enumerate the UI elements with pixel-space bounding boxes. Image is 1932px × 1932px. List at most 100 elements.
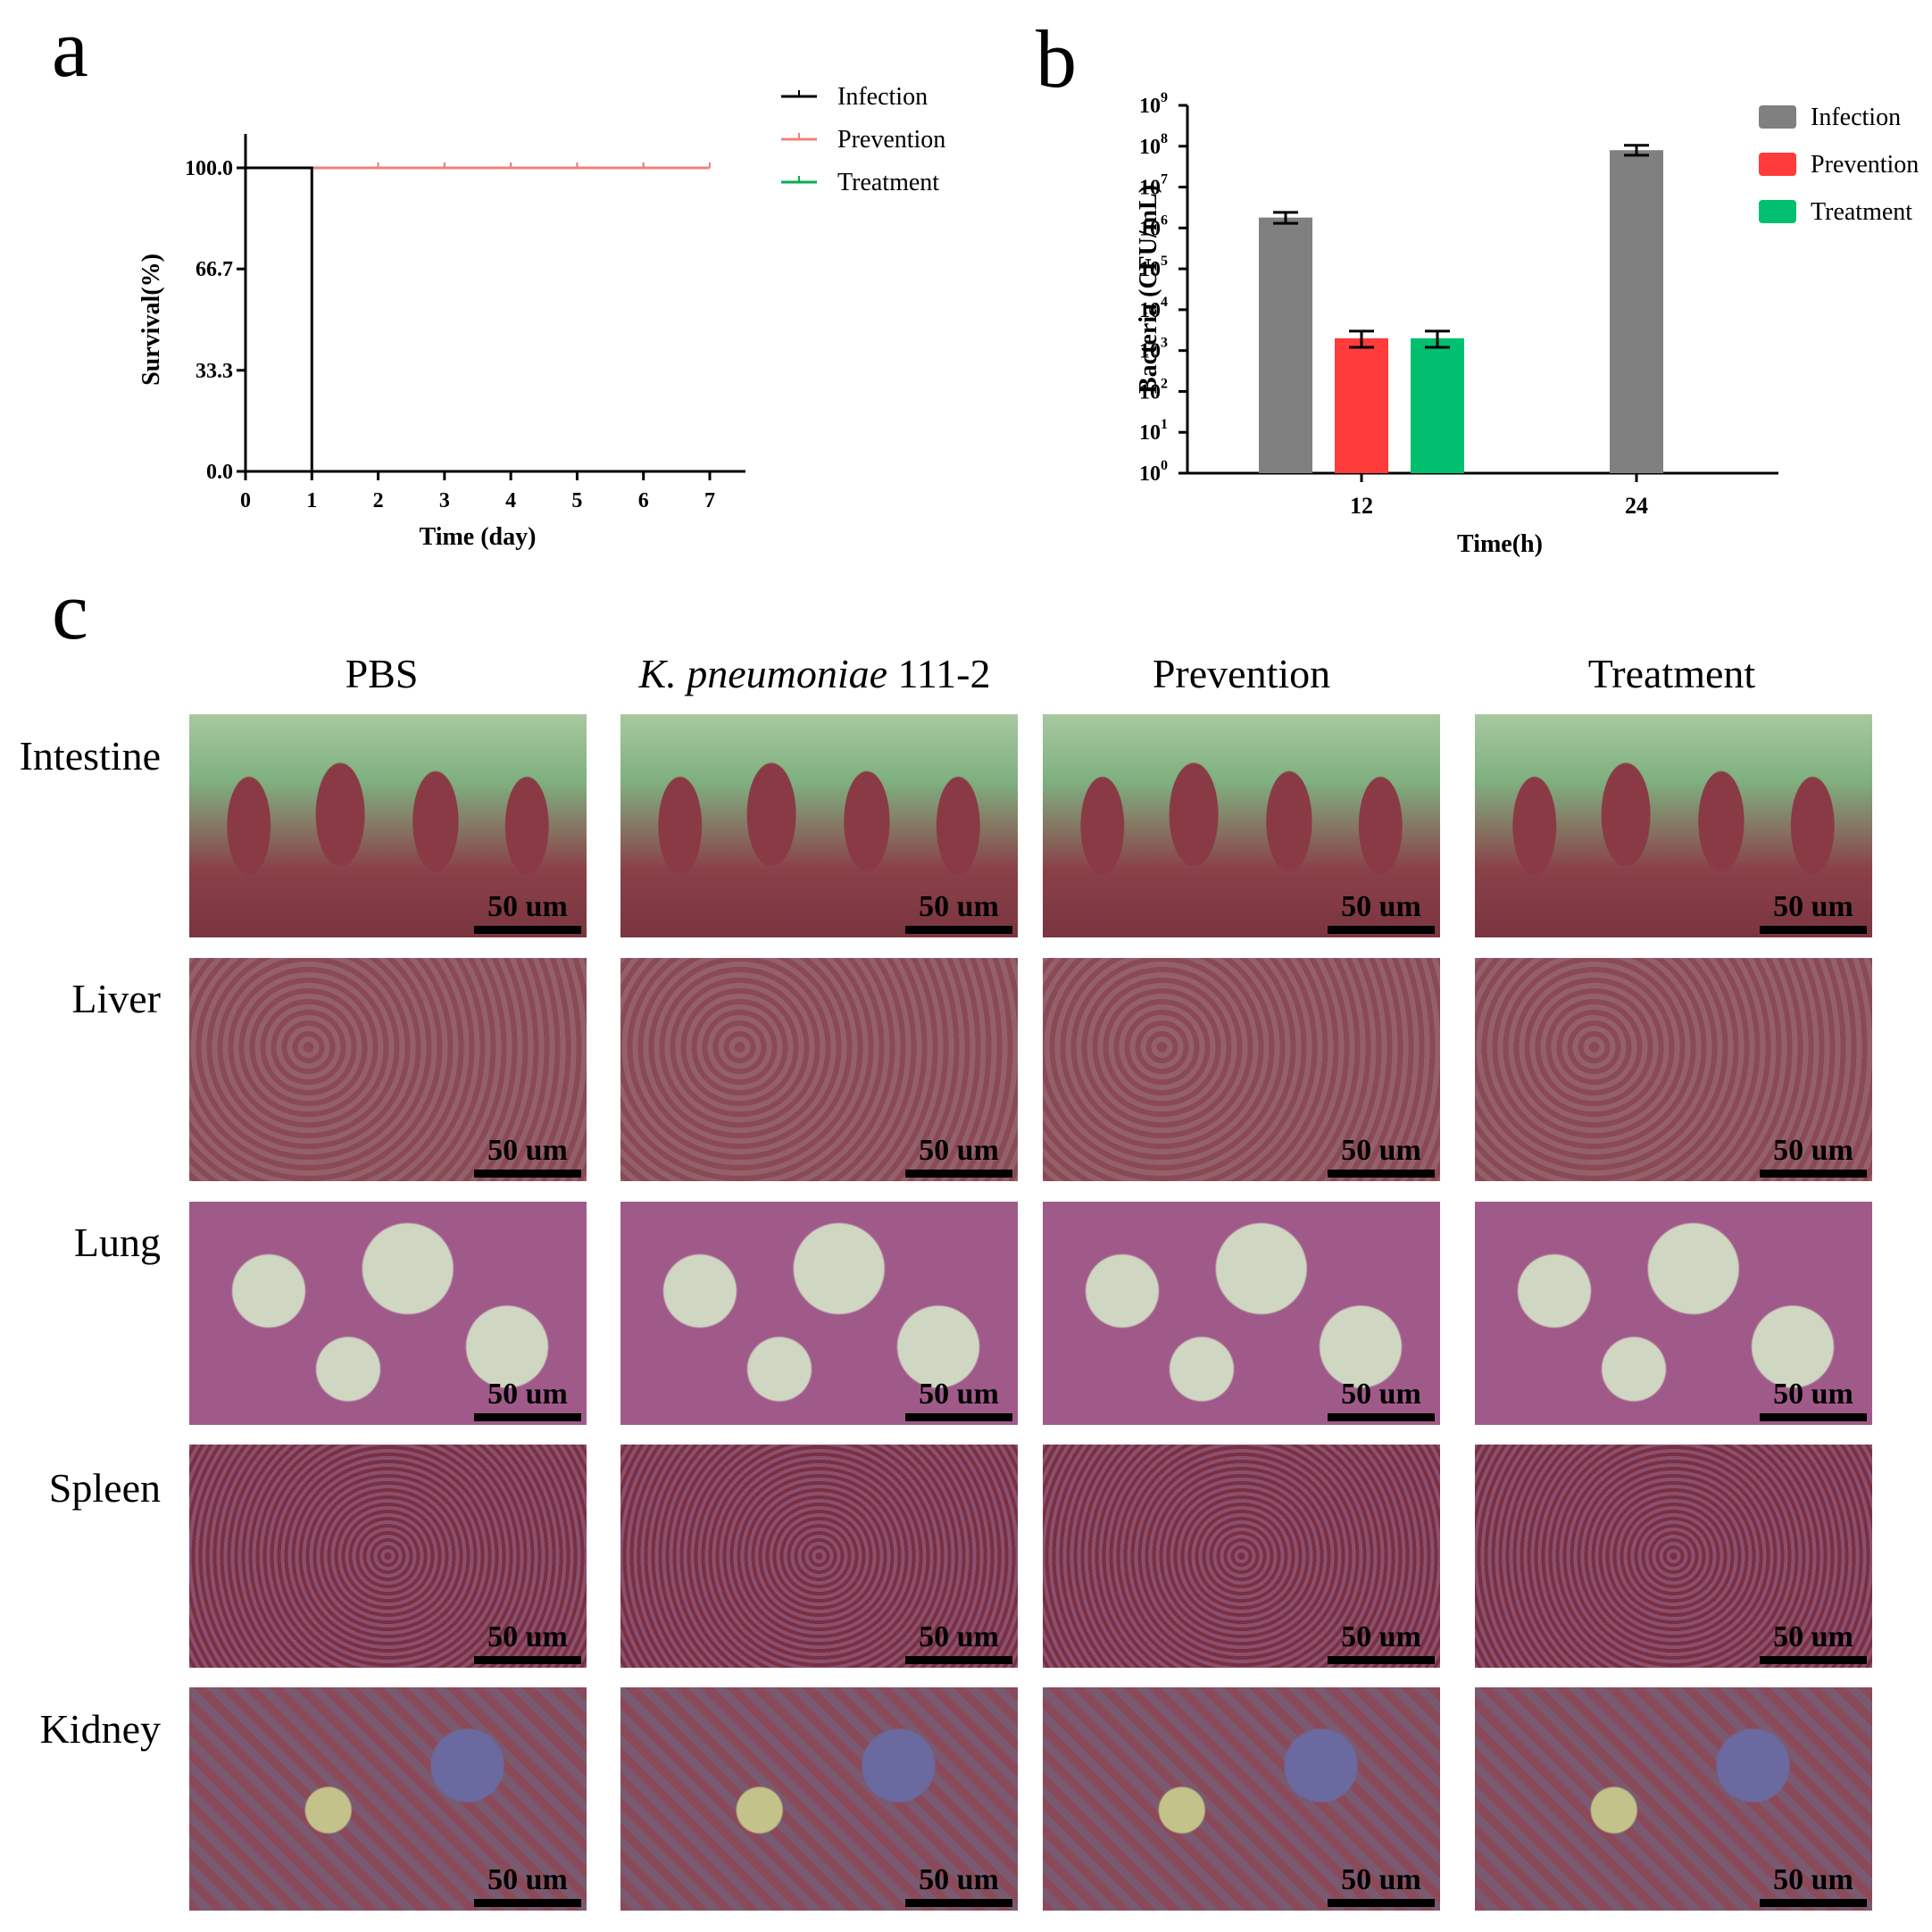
scale-bar: 50 um xyxy=(1760,1620,1867,1664)
scale-bar-line xyxy=(1760,1413,1867,1421)
y-tick-label: 33.3 xyxy=(196,360,233,383)
micrograph-kidney-prevention: 50 um xyxy=(1043,1687,1440,1911)
legend-swatch-prevention xyxy=(1759,153,1796,176)
legend-swatch-treatment xyxy=(1759,200,1796,223)
bar-prevention-12 xyxy=(1335,337,1388,473)
scale-bar-line xyxy=(1760,1656,1867,1664)
scale-bar-line xyxy=(1760,1899,1867,1907)
scale-bar-line xyxy=(474,1899,581,1907)
y-tick-label: 0.0 xyxy=(206,461,233,484)
legend-label-treatment: Treatment xyxy=(837,169,939,196)
bar-infection-12 xyxy=(1259,217,1312,473)
y-tick-label: 100.0 xyxy=(185,157,233,180)
y-tick-label: 66.7 xyxy=(196,258,233,281)
scale-bar: 50 um xyxy=(1328,1620,1435,1664)
y-tick-label: 106 xyxy=(1139,212,1168,240)
scale-bar-line xyxy=(905,1170,1012,1178)
scale-bar-label: 50 um xyxy=(919,1134,999,1167)
micrograph-spleen-k-pneumoniae: 50 um xyxy=(620,1445,1018,1668)
x-tick-label: 1 xyxy=(306,489,317,512)
scale-bar-label: 50 um xyxy=(919,1378,999,1411)
scale-bar-label: 50 um xyxy=(487,1134,568,1167)
x-tick-label: 6 xyxy=(638,489,649,512)
scale-bar-line xyxy=(1328,1899,1435,1907)
micrograph-liver-treatment: 50 um xyxy=(1475,958,1872,1181)
micrograph-kidney-k-pneumoniae: 50 um xyxy=(620,1687,1018,1911)
y-tick-label: 107 xyxy=(1139,172,1168,200)
col-header-prevention: Prevention xyxy=(1152,651,1331,696)
scale-bar: 50 um xyxy=(1328,1378,1435,1421)
legend-label-infection: Infection xyxy=(837,83,928,111)
scale-bar-label: 50 um xyxy=(1773,1134,1853,1167)
bar-treatment-12 xyxy=(1411,337,1464,473)
scale-bar-line xyxy=(1328,1656,1435,1664)
scale-bar: 50 um xyxy=(905,1620,1012,1664)
row-header-liver: Liver xyxy=(71,976,161,1021)
scale-bar-line xyxy=(905,1899,1012,1907)
panel-label-b: b xyxy=(1036,13,1077,104)
survival-chart: 0 1 2 3 4 5 6 7 0.0 33.3 66.7 100.0 Time (day) Surviv… xyxy=(137,83,945,551)
legend-label-prevention: Prevention xyxy=(1811,151,1919,179)
legend-swatch-infection xyxy=(1759,105,1796,129)
y-tick-label: 105 xyxy=(1139,254,1168,281)
micrograph-spleen-prevention: 50 um xyxy=(1043,1445,1440,1668)
bacteria-chart: 100 101 102 103 104 105 106 107 108 109 12 24 Time(h… xyxy=(1135,90,1919,558)
micrograph-intestine-treatment: 50 um xyxy=(1475,714,1872,937)
scale-bar-label: 50 um xyxy=(1341,890,1421,923)
scale-bar-line xyxy=(1760,926,1867,934)
scale-bar-label: 50 um xyxy=(1773,1620,1853,1653)
scale-bar-label: 50 um xyxy=(1341,1620,1421,1653)
x-tick-label: 24 xyxy=(1625,493,1648,519)
x-tick-label: 7 xyxy=(704,489,715,512)
scale-bar: 50 um xyxy=(1760,1378,1867,1421)
scale-bar-line xyxy=(905,1413,1012,1421)
row-header-kidney: Kidney xyxy=(39,1706,161,1752)
scale-bar: 50 um xyxy=(905,890,1012,934)
scale-bar: 50 um xyxy=(1760,1134,1867,1178)
x-tick-label: 5 xyxy=(571,489,582,512)
micrograph-lung-k-pneumoniae: 50 um xyxy=(620,1202,1018,1425)
micrograph-lung-prevention: 50 um xyxy=(1043,1202,1440,1425)
scale-bar-line xyxy=(1328,1170,1435,1178)
scale-bar-label: 50 um xyxy=(1773,1863,1853,1896)
scale-bar-label: 50 um xyxy=(1341,1134,1421,1167)
scale-bar-label: 50 um xyxy=(487,890,568,923)
scale-bar-line xyxy=(1328,926,1435,934)
col-header-strain: 111-2 xyxy=(897,651,991,696)
panel-label-c: c xyxy=(52,565,88,656)
x-tick-label: 12 xyxy=(1350,493,1373,519)
scale-bar: 50 um xyxy=(474,1863,581,1907)
micrograph-lung-pbs: 50 um xyxy=(189,1202,587,1425)
micrograph-spleen-treatment: 50 um xyxy=(1475,1445,1872,1668)
scale-bar: 50 um xyxy=(1328,890,1435,934)
scale-bar-label: 50 um xyxy=(487,1863,568,1896)
scale-bar-label: 50 um xyxy=(919,890,999,923)
scale-bar-label: 50 um xyxy=(919,1620,999,1653)
legend-label-prevention: Prevention xyxy=(837,126,945,154)
col-header-pbs: PBS xyxy=(345,651,419,696)
col-header-species: K. pneumoniae xyxy=(638,651,888,696)
micrograph-liver-prevention: 50 um xyxy=(1043,958,1440,1181)
legend-label-infection: Infection xyxy=(1811,104,1901,131)
y-tick-label: 108 xyxy=(1139,131,1168,159)
scale-bar: 50 um xyxy=(1760,1863,1867,1907)
scale-bar: 50 um xyxy=(474,1620,581,1664)
row-header-spleen: Spleen xyxy=(48,1465,161,1511)
scale-bar-line xyxy=(474,1413,581,1421)
y-axis-label: Survival(%) xyxy=(137,254,165,386)
y-axis-label: Bacteria (CFU/mL) xyxy=(1135,185,1162,394)
scale-bar: 50 um xyxy=(1328,1863,1435,1907)
micrograph-intestine-k-pneumoniae: 50 um xyxy=(620,714,1018,937)
micrograph-kidney-treatment: 50 um xyxy=(1475,1687,1872,1911)
y-tick-label: 102 xyxy=(1139,376,1168,404)
scale-bar: 50 um xyxy=(474,890,581,934)
scale-bar-line xyxy=(1760,1170,1867,1178)
y-tick-label: 109 xyxy=(1139,90,1168,118)
y-tick-label: 100 xyxy=(1139,458,1168,486)
micrograph-lung-treatment: 50 um xyxy=(1475,1202,1872,1425)
scale-bar-line xyxy=(905,926,1012,934)
scale-bar-label: 50 um xyxy=(919,1863,999,1896)
scale-bar-label: 50 um xyxy=(487,1620,568,1653)
scale-bar: 50 um xyxy=(1760,890,1867,934)
scale-bar-line xyxy=(1328,1413,1435,1421)
